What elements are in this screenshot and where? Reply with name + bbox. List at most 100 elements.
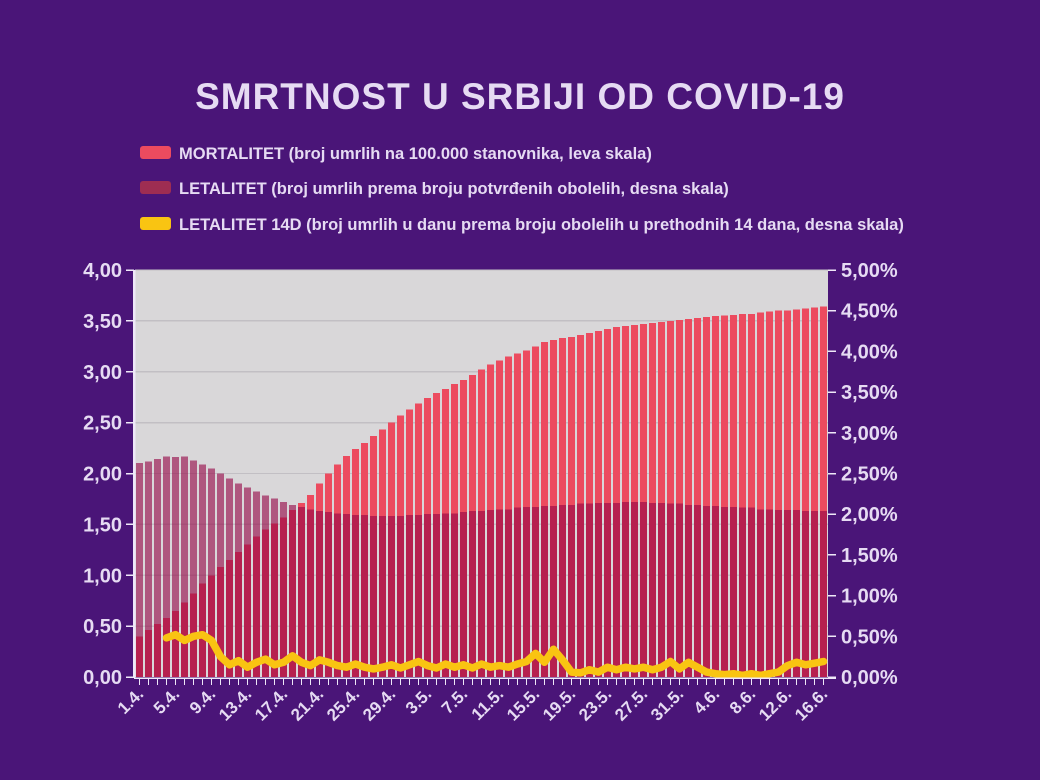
- letalitet-bar: [307, 509, 314, 677]
- letalitet-bar: [289, 505, 296, 677]
- mortalitet-bar: [766, 311, 773, 677]
- letalitet-bar: [784, 510, 791, 677]
- x-day-ticks: [139, 679, 824, 685]
- mortalitet-bar: [802, 308, 809, 677]
- y-right-tick-label: 1,50%: [841, 545, 898, 567]
- letalitet-bar: [163, 456, 170, 677]
- legend-label: LETALITET (broj umrlih prema broju potvr…: [179, 180, 729, 199]
- x-tick-label: 21.4.: [287, 684, 327, 724]
- letalitet-bar: [271, 498, 278, 677]
- letalitet-bar: [532, 506, 539, 677]
- letalitet-bar: [172, 457, 179, 677]
- x-tick-label: 19.5.: [539, 684, 579, 724]
- letalitet-bar: [280, 501, 287, 677]
- legend-label: LETALITET 14D (broj umrlih u danu prema …: [179, 215, 904, 234]
- y-right-tick-label: 3,00%: [841, 423, 898, 445]
- mortalitet-bar: [613, 326, 620, 677]
- legend-label: MORTALITET (broj umrlih na 100.000 stano…: [179, 145, 652, 163]
- x-tick-label: 23.5.: [575, 684, 615, 724]
- letalitet-bar: [397, 515, 404, 677]
- letalitet-bar: [226, 478, 233, 677]
- x-tick-label: 13.4.: [215, 684, 255, 724]
- y-left-tick-label: 1,50: [83, 514, 122, 536]
- mortalitet-bar: [712, 315, 719, 677]
- letalitet-bar: [334, 513, 341, 677]
- letalitet-bar: [433, 514, 440, 677]
- letalitet-bars: [136, 456, 827, 677]
- letalitet-bar: [568, 505, 575, 677]
- letalitet-bar: [460, 511, 467, 677]
- legend-swatch: [140, 181, 171, 195]
- letalitet-bar: [145, 461, 152, 677]
- letalitet-bar: [478, 510, 485, 677]
- letalitet-bar: [235, 483, 242, 677]
- y-right-tick-label: 2,50%: [841, 464, 898, 486]
- y-right-tick-label: 4,00%: [841, 341, 898, 363]
- mortalitet-bar: [730, 314, 737, 677]
- letalitet-bar: [370, 515, 377, 677]
- mortalitet-bar: [721, 315, 728, 677]
- x-tick-label: 15.5.: [503, 684, 543, 724]
- x-tick-label: 3.5.: [402, 684, 435, 717]
- y-left-tick-label: 2,50: [83, 413, 122, 435]
- letalitet-bar: [451, 513, 458, 677]
- letalitet-bar: [136, 462, 143, 677]
- letalitet-bar: [676, 503, 683, 677]
- letalitet-bar: [379, 515, 386, 677]
- chart-legend: MORTALITET (broj umrlih na 100.000 stano…: [140, 143, 940, 249]
- y-left-tick-label: 1,00: [83, 565, 122, 587]
- legend-item: MORTALITET (broj umrlih na 100.000 stano…: [140, 143, 940, 165]
- y-axis-left-labels: 4,00 3,50 3,00 2,50 2,00 1,50 1,00 0,50 0,00: [83, 260, 122, 689]
- page-title: SMRTNOST U SRBIJI OD COVID-19: [195, 76, 845, 117]
- letalitet-bar: [586, 503, 593, 677]
- letalitet-bar: [406, 515, 413, 677]
- y-left-tick-label: 0,00: [83, 667, 122, 689]
- letalitet-bar: [505, 509, 512, 677]
- mortalitet-bar: [640, 323, 647, 677]
- x-tick-label: 1.4.: [114, 684, 147, 717]
- letalitet-bar: [181, 456, 188, 677]
- letalitet-bar: [604, 502, 611, 677]
- legend-item: LETALITET (broj umrlih prema broju potvr…: [140, 178, 940, 200]
- x-tick-label: 12.6.: [755, 684, 795, 724]
- letalitet-bar: [595, 502, 602, 677]
- x-tick-label: 7.5.: [438, 684, 471, 717]
- letalitet-bar: [559, 505, 566, 677]
- y-right-tick-label: 0,50%: [841, 626, 898, 648]
- y-right-tick-label: 0,00%: [841, 667, 898, 689]
- y-left-tick-label: 3,00: [83, 362, 122, 384]
- y-left-tick-label: 2,00: [83, 464, 122, 486]
- letalitet-bar: [541, 506, 548, 677]
- letalitet-bar: [703, 506, 710, 677]
- mortalitet-bar: [793, 309, 800, 677]
- x-tick-label: 27.5.: [611, 684, 651, 724]
- y-right-tick-label: 5,00%: [841, 260, 898, 282]
- legend-item: LETALITET 14D (broj umrlih u danu prema …: [140, 214, 940, 236]
- letalitet-bar: [487, 510, 494, 677]
- x-tick-label: 17.4.: [251, 684, 291, 724]
- letalitet-bar: [550, 506, 557, 677]
- x-tick-label: 25.4.: [323, 684, 363, 724]
- letalitet-bar: [685, 505, 692, 677]
- letalitet-bar: [793, 510, 800, 677]
- letalitet-bar: [514, 507, 521, 677]
- letalitet-bar: [802, 510, 809, 677]
- letalitet-bar: [748, 507, 755, 677]
- x-axis-labels: 1.4. 5.4. 9.4.13.4.17.4.21.4.25.4.29.4. 3.5…: [114, 684, 831, 724]
- mortalitet-bar: [685, 318, 692, 677]
- letalitet-bar: [658, 502, 665, 677]
- mortalitet-bar: [757, 312, 764, 677]
- letalitet-bar: [199, 464, 206, 677]
- x-tick-label: 5.4.: [150, 684, 183, 717]
- letalitet-bar: [631, 501, 638, 677]
- mortalitet-bar: [811, 307, 818, 677]
- x-tick-label: 31.5.: [647, 684, 687, 724]
- mortalitet-bar: [667, 320, 674, 677]
- letalitet-bar: [613, 502, 620, 677]
- letalitet-bar: [154, 458, 161, 677]
- letalitet-bar: [415, 515, 422, 677]
- letalitet-bar: [667, 503, 674, 677]
- mortalitet-bar: [649, 322, 656, 677]
- letalitet-bar: [649, 502, 656, 677]
